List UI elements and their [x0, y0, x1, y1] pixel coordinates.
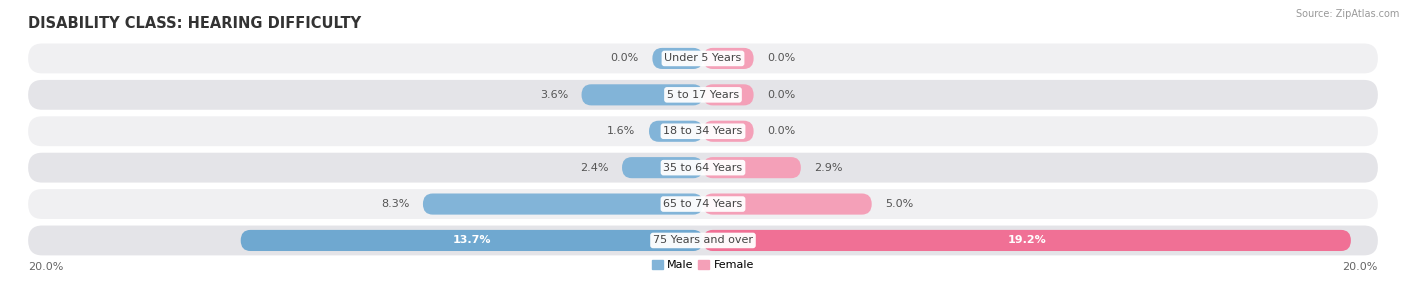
FancyBboxPatch shape	[652, 48, 703, 69]
FancyBboxPatch shape	[28, 44, 1378, 74]
Text: 1.6%: 1.6%	[607, 126, 636, 136]
FancyBboxPatch shape	[621, 157, 703, 178]
Text: 5.0%: 5.0%	[886, 199, 914, 209]
Text: 0.0%: 0.0%	[768, 53, 796, 63]
Text: 5 to 17 Years: 5 to 17 Years	[666, 90, 740, 100]
Text: 20.0%: 20.0%	[28, 262, 63, 271]
FancyBboxPatch shape	[28, 116, 1378, 146]
Text: 2.4%: 2.4%	[581, 163, 609, 173]
FancyBboxPatch shape	[240, 230, 703, 251]
FancyBboxPatch shape	[703, 157, 801, 178]
Text: 65 to 74 Years: 65 to 74 Years	[664, 199, 742, 209]
Text: DISABILITY CLASS: HEARING DIFFICULTY: DISABILITY CLASS: HEARING DIFFICULTY	[28, 16, 361, 31]
Text: 19.2%: 19.2%	[1008, 235, 1046, 246]
Text: 0.0%: 0.0%	[768, 90, 796, 100]
Text: Under 5 Years: Under 5 Years	[665, 53, 741, 63]
FancyBboxPatch shape	[28, 153, 1378, 183]
Text: 3.6%: 3.6%	[540, 90, 568, 100]
Text: 0.0%: 0.0%	[610, 53, 638, 63]
FancyBboxPatch shape	[703, 84, 754, 106]
FancyBboxPatch shape	[28, 80, 1378, 110]
Legend: Male, Female: Male, Female	[647, 256, 759, 275]
Text: 18 to 34 Years: 18 to 34 Years	[664, 126, 742, 136]
Text: 35 to 64 Years: 35 to 64 Years	[664, 163, 742, 173]
FancyBboxPatch shape	[703, 121, 754, 142]
FancyBboxPatch shape	[703, 230, 1351, 251]
Text: Source: ZipAtlas.com: Source: ZipAtlas.com	[1295, 9, 1399, 19]
Text: 0.0%: 0.0%	[768, 126, 796, 136]
Text: 8.3%: 8.3%	[381, 199, 409, 209]
FancyBboxPatch shape	[650, 121, 703, 142]
FancyBboxPatch shape	[28, 189, 1378, 219]
Text: 75 Years and over: 75 Years and over	[652, 235, 754, 246]
Text: 20.0%: 20.0%	[1343, 262, 1378, 271]
FancyBboxPatch shape	[582, 84, 703, 106]
Text: 13.7%: 13.7%	[453, 235, 491, 246]
FancyBboxPatch shape	[703, 48, 754, 69]
FancyBboxPatch shape	[28, 225, 1378, 255]
FancyBboxPatch shape	[423, 193, 703, 215]
Text: 2.9%: 2.9%	[814, 163, 842, 173]
FancyBboxPatch shape	[703, 193, 872, 215]
